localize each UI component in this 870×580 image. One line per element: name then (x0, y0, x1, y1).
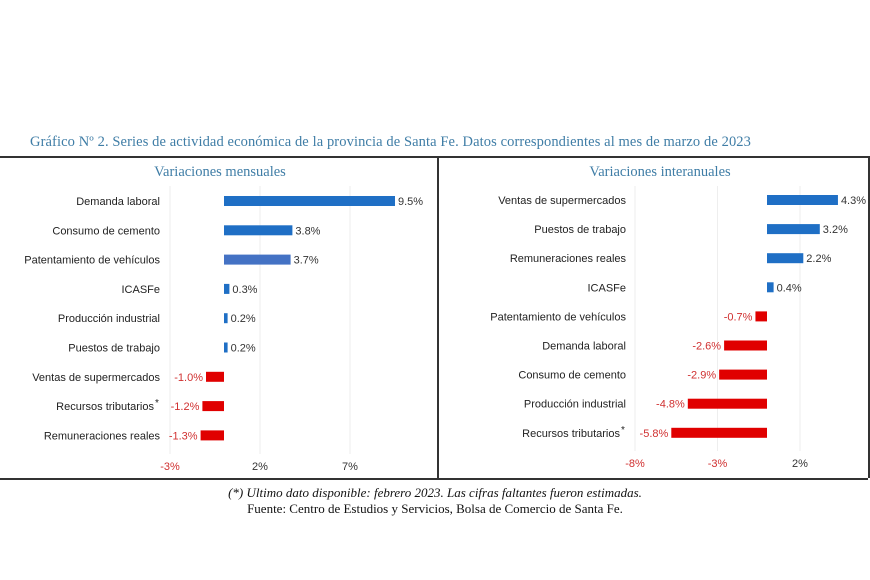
bar (224, 283, 230, 294)
bar (719, 369, 767, 380)
left-panel-title: Variaciones mensuales (154, 164, 286, 180)
data-label: -4.8% (656, 399, 685, 411)
asterisk-marker: * (621, 425, 625, 436)
source-note: Fuente: Centro de Estudios y Servicios, … (247, 501, 623, 516)
x-tick-label: 7% (342, 461, 358, 473)
data-label: 0.3% (232, 284, 257, 296)
chart-frame (0, 156, 868, 480)
data-label: 3.7% (294, 255, 319, 267)
category-label: Puestos de trabajo (534, 224, 626, 236)
data-label: 9.5% (398, 196, 423, 208)
category-label: Ventas de supermercados (32, 372, 160, 384)
data-label: 0.4% (777, 282, 802, 294)
category-label: Demanda laboral (76, 196, 160, 208)
bar (767, 253, 804, 264)
category-label: Producción industrial (58, 313, 160, 325)
bar (671, 427, 767, 438)
bar (687, 398, 767, 409)
data-label: 3.2% (823, 224, 848, 236)
data-label: 0.2% (231, 313, 256, 325)
category-label: Recursos tributarios (522, 428, 620, 440)
bar (724, 340, 767, 351)
category-label: Consumo de cemento (518, 370, 626, 382)
category-label: Patentamiento de vehículos (490, 311, 626, 323)
x-tick-label: 2% (792, 458, 808, 470)
bar (202, 401, 224, 412)
data-label: -1.0% (174, 372, 203, 384)
category-label: Consumo de cemento (52, 225, 160, 237)
bar (224, 342, 228, 353)
category-label: Puestos de trabajo (68, 343, 160, 355)
bar (755, 311, 767, 322)
category-label: Producción industrial (524, 399, 626, 411)
bar (200, 430, 224, 441)
data-label: 3.8% (295, 225, 320, 237)
bar (224, 313, 228, 324)
figure-title: Gráfico Nº 2. Series de actividad económ… (30, 134, 752, 150)
data-label: -1.3% (169, 430, 198, 442)
data-label: -2.9% (687, 370, 716, 382)
category-label: Recursos tributarios (56, 401, 154, 413)
bar (767, 224, 820, 235)
bar (224, 254, 291, 265)
category-label: ICASFe (587, 282, 626, 294)
data-label: 4.3% (841, 195, 866, 207)
category-label: Remuneraciones reales (510, 253, 627, 265)
data-label: 2.2% (806, 253, 831, 265)
category-label: Demanda laboral (542, 341, 626, 353)
category-label: Ventas de supermercados (498, 195, 626, 207)
bar (767, 195, 838, 205)
category-label: Patentamiento de vehículos (24, 255, 160, 267)
right-panel-title: Variaciones interanuales (589, 164, 731, 180)
asterisk-marker: * (155, 398, 159, 409)
data-label: -2.6% (692, 341, 721, 353)
category-label: Remuneraciones reales (44, 430, 161, 442)
data-label: -1.2% (171, 401, 200, 413)
data-label: -0.7% (724, 311, 753, 323)
bar (767, 282, 774, 293)
data-label: -5.8% (640, 428, 669, 440)
footnote: (*) Ultimo dato disponible: febrero 2023… (228, 485, 642, 500)
bar (224, 196, 395, 206)
bar (224, 225, 293, 236)
x-tick-label: -3% (708, 458, 728, 470)
bar (206, 371, 224, 382)
panel-divider (437, 156, 439, 478)
x-tick-label: 2% (252, 461, 268, 473)
frame-right-border (868, 156, 870, 478)
data-label: 0.2% (231, 343, 256, 355)
x-tick-label: -8% (625, 458, 645, 470)
category-label: ICASFe (121, 284, 160, 296)
x-tick-label: -3% (160, 461, 180, 473)
